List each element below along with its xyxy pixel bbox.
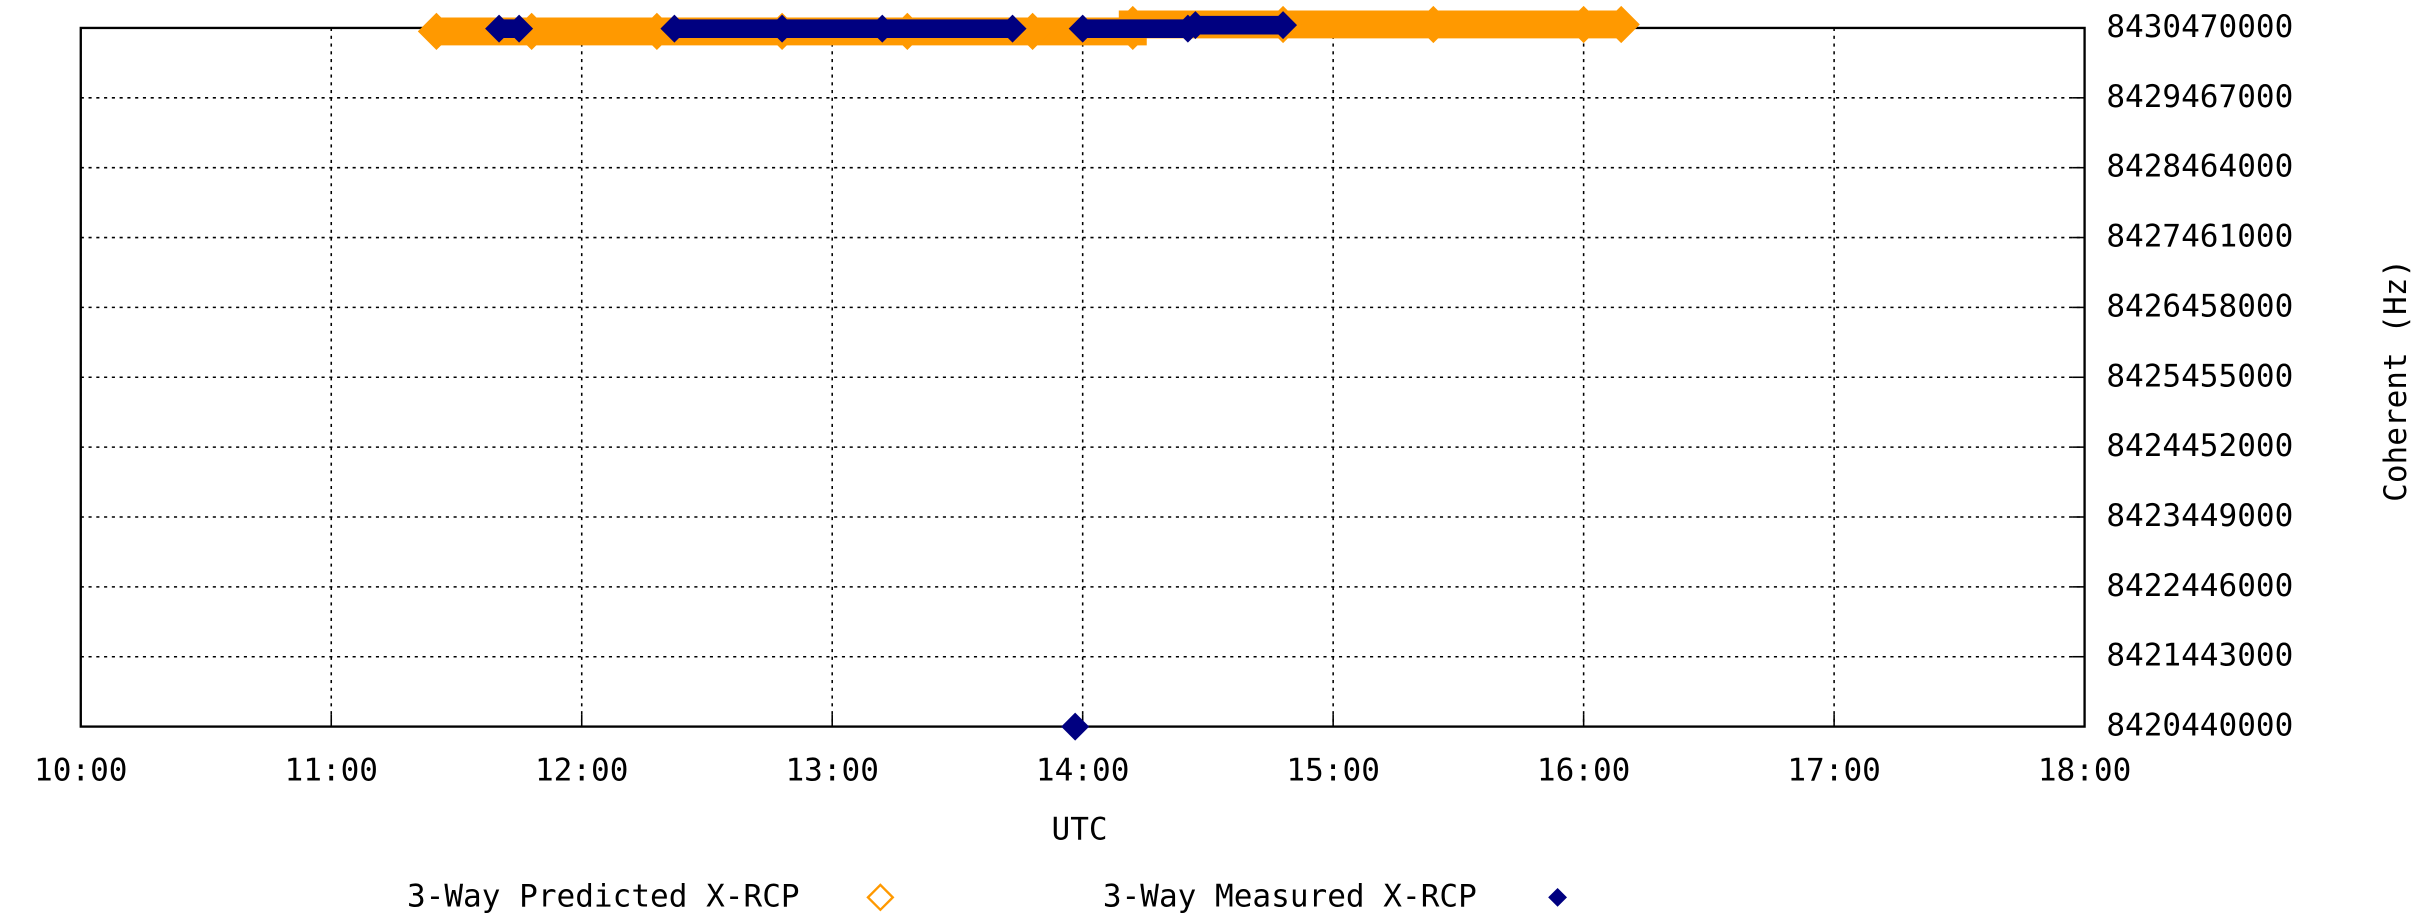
x-tick-label: 14:00 [1036, 753, 1129, 789]
data-point [1013, 12, 1052, 51]
data-point [512, 12, 551, 51]
data-point [1061, 712, 1090, 741]
legend-marker [1548, 887, 1567, 907]
legend-marker [866, 883, 895, 912]
data-point [868, 14, 897, 43]
data-point [768, 14, 797, 43]
y-tick-label: 8424452000 [2106, 428, 2293, 464]
y-tick-label: 8421443000 [2106, 638, 2293, 674]
legend-label: 3-Way Measured X-RCP [1103, 878, 1477, 914]
y-tick-label: 8425455000 [2106, 358, 2293, 394]
data-point [1414, 5, 1452, 44]
x-tick-label: 13:00 [785, 753, 878, 789]
data-point [1564, 5, 1603, 44]
data-point [638, 12, 676, 51]
data-point [660, 14, 689, 43]
x-tick-label: 17:00 [1787, 753, 1880, 789]
x-tick-label: 11:00 [285, 753, 378, 789]
y-tick-label: 8429467000 [2106, 79, 2293, 115]
x-tick-label: 12:00 [535, 753, 628, 789]
y-tick-label: 8420440000 [2106, 708, 2293, 744]
y-tick-label: 8423449000 [2106, 498, 2293, 534]
y-tick-label: 8426458000 [2106, 288, 2293, 324]
legend-label: 3-Way Predicted X-RCP [407, 878, 800, 914]
y-tick-label: 8428464000 [2106, 149, 2293, 185]
data-point [485, 14, 514, 43]
y-axis-label: Coherent (Hz) [2378, 259, 2414, 502]
x-tick-label: 16:00 [1537, 753, 1630, 789]
y-tick-label: 8422446000 [2106, 568, 2293, 604]
x-tick-label: 10:00 [34, 753, 127, 789]
data-point [417, 12, 456, 51]
x-axis-label: UTC [1052, 812, 1108, 848]
x-tick-label: 18:00 [2038, 753, 2131, 789]
x-tick-label: 15:00 [1286, 753, 1379, 789]
data-point [505, 14, 534, 43]
data-point [1602, 5, 1640, 44]
y-tick-label: 8427461000 [2106, 219, 2293, 255]
data-point [998, 14, 1027, 43]
y-tick-label: 8430470000 [2106, 9, 2293, 45]
